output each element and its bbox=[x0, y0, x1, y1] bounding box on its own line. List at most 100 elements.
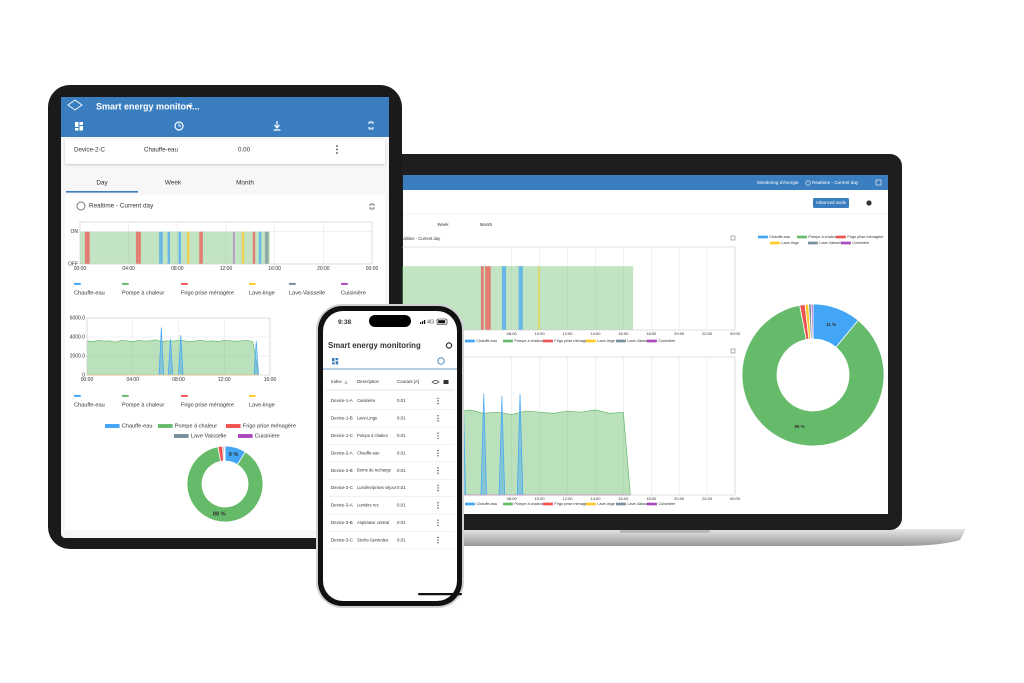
expand-icon[interactable] bbox=[730, 348, 736, 354]
row-menu-dot bbox=[437, 455, 439, 457]
state-interval bbox=[199, 231, 203, 264]
table-cell: Chauffe-eau bbox=[357, 450, 379, 455]
legend-swatch bbox=[586, 339, 596, 343]
visibility-icon[interactable] bbox=[431, 380, 440, 384]
dropdown-icon[interactable] bbox=[187, 105, 193, 108]
row-menu-dot bbox=[437, 522, 439, 524]
legend-label: Lave-Vaisselle bbox=[289, 290, 325, 296]
legend-label: Frigo prise ménagère bbox=[181, 402, 234, 408]
state-interval bbox=[167, 231, 171, 264]
area-fill bbox=[87, 339, 259, 375]
columns-icon[interactable] bbox=[443, 380, 449, 384]
x-tick-label: 00:00 bbox=[730, 496, 741, 501]
history-icon[interactable] bbox=[174, 121, 184, 131]
legend-label: Lave-Vaisselle bbox=[819, 241, 843, 245]
button-label[interactable]: Advanced mode bbox=[816, 200, 847, 205]
tab[interactable]: Month bbox=[236, 180, 254, 187]
row-menu-dot bbox=[437, 467, 439, 469]
slice-label: 11 % bbox=[826, 322, 836, 327]
legend-label: Lave-linge bbox=[597, 502, 615, 506]
x-tick-label: 12:00 bbox=[218, 377, 231, 383]
legend-label: Lave-linge bbox=[249, 290, 275, 296]
dashboard-icon[interactable] bbox=[75, 122, 83, 131]
table-cell: Aspirateur central bbox=[357, 520, 389, 525]
battery-icon bbox=[436, 318, 448, 325]
device-current: 0.00 bbox=[238, 147, 251, 154]
legend-swatch bbox=[249, 394, 256, 397]
table-cell: 0.01 bbox=[397, 468, 406, 473]
donut-slice bbox=[741, 304, 885, 447]
state-interval bbox=[501, 266, 507, 330]
history-icon[interactable] bbox=[437, 357, 445, 365]
legend-swatch bbox=[465, 339, 475, 343]
app-title[interactable]: Smart energy monitori... bbox=[96, 101, 200, 111]
expand-icon[interactable] bbox=[730, 235, 736, 241]
x-tick-label: 10:00 bbox=[535, 331, 546, 336]
state-interval bbox=[80, 231, 270, 264]
row-menu-dot bbox=[437, 524, 439, 527]
legend-label: Chauffe-eau bbox=[74, 402, 105, 408]
row-menu-dot bbox=[437, 435, 439, 437]
settings-icon[interactable] bbox=[445, 342, 453, 349]
legend-label: Pompe à chaleur bbox=[514, 502, 543, 506]
legend-label: Pompe à chaleur bbox=[514, 339, 543, 343]
table-cell: 0.01 bbox=[397, 433, 406, 438]
tab[interactable]: Week bbox=[165, 180, 182, 187]
phone-screen bbox=[323, 311, 457, 601]
table-cell: Lumière rez bbox=[357, 502, 379, 507]
legend-label: Lave-Vaisselle bbox=[627, 339, 651, 343]
x-tick-label: 04:00 bbox=[126, 377, 139, 383]
laptop: Monitoring d'énergie Realtime - Current … bbox=[372, 154, 966, 546]
table-cell: Device-2-A bbox=[331, 450, 353, 455]
legend-swatch bbox=[74, 394, 81, 397]
expand-icon[interactable] bbox=[369, 203, 375, 210]
menu-icon[interactable] bbox=[336, 145, 338, 154]
dashboard-icon[interactable] bbox=[332, 358, 339, 365]
row-menu-dot bbox=[437, 415, 439, 417]
x-tick-label: 20:00 bbox=[317, 266, 330, 272]
tab[interactable]: Day bbox=[96, 180, 108, 187]
advanced-button[interactable] bbox=[813, 198, 849, 208]
row-menu-dot bbox=[437, 437, 439, 440]
donut-slice bbox=[810, 303, 814, 340]
theme-icon[interactable] bbox=[866, 200, 872, 206]
state-interval bbox=[84, 231, 90, 264]
plot-frame bbox=[79, 221, 373, 265]
table-cell: Device-2-C bbox=[331, 485, 353, 490]
row-menu-dot bbox=[437, 519, 439, 521]
menu-label[interactable]: Monitoring d'énergie bbox=[757, 180, 799, 185]
plot-frame bbox=[86, 317, 271, 376]
row-menu-dot bbox=[437, 542, 439, 544]
legend-label: Frigo prise ménagère bbox=[181, 290, 234, 296]
table-cell: 0.01 bbox=[397, 503, 406, 508]
slice-label: 9 % bbox=[229, 452, 239, 458]
legend-label: Pompe à chaleur bbox=[122, 290, 164, 296]
donut-slice bbox=[223, 445, 226, 462]
tab-indicator bbox=[66, 191, 138, 193]
app-logo bbox=[67, 99, 83, 111]
legend-label: Cuisinière bbox=[852, 241, 869, 245]
table-cell: Device-3-A bbox=[331, 503, 353, 508]
fullscreen-icon[interactable] bbox=[875, 179, 882, 186]
table-cell: 0.01 bbox=[397, 537, 406, 542]
tab[interactable]: Month bbox=[480, 222, 493, 227]
laptop-base bbox=[372, 529, 966, 546]
legend-swatch bbox=[841, 241, 851, 245]
table-cell: Device-1-A bbox=[331, 398, 353, 403]
tab[interactable]: Week bbox=[437, 222, 449, 227]
legend-label: Lave-linge bbox=[597, 339, 615, 343]
home-indicator bbox=[418, 593, 462, 596]
table-cell: Device-1-C bbox=[331, 433, 353, 438]
fullscreen-icon[interactable] bbox=[368, 121, 374, 130]
device-table: Index Description Courant [A] Device-1-A Cui… bbox=[326, 379, 454, 550]
y-tick-label: 0 bbox=[82, 372, 85, 378]
state-interval bbox=[538, 266, 540, 330]
device-card[interactable] bbox=[65, 139, 385, 164]
view-label[interactable]: Realtime - Current day bbox=[812, 180, 859, 185]
chart-caption: Realtime - Current day bbox=[398, 236, 441, 241]
column-header: Courant [A] bbox=[397, 379, 419, 384]
legend-swatch bbox=[158, 424, 173, 428]
download-icon[interactable] bbox=[273, 121, 281, 131]
table-cell: Device-3-B bbox=[331, 520, 353, 525]
